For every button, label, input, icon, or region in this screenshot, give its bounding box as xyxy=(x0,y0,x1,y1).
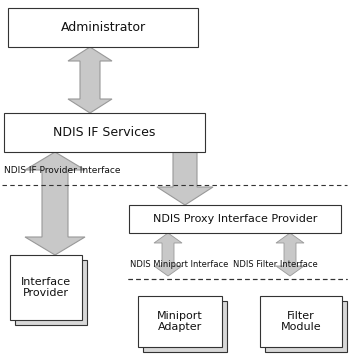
Bar xyxy=(15,260,87,325)
Bar xyxy=(260,296,342,347)
Polygon shape xyxy=(276,233,304,276)
Polygon shape xyxy=(157,152,213,205)
Bar xyxy=(10,255,82,320)
Bar xyxy=(8,8,198,47)
Text: Filter
Module: Filter Module xyxy=(281,311,321,332)
Text: Interface
Provider: Interface Provider xyxy=(21,277,71,298)
Polygon shape xyxy=(154,233,182,276)
Bar xyxy=(129,205,341,233)
Text: NDIS Filter Interface: NDIS Filter Interface xyxy=(233,260,318,269)
Bar xyxy=(265,301,347,352)
Text: NDIS Miniport Interface: NDIS Miniport Interface xyxy=(130,260,228,269)
Bar xyxy=(4,113,205,152)
Text: Miniport
Adapter: Miniport Adapter xyxy=(157,311,203,332)
Polygon shape xyxy=(68,47,112,113)
Polygon shape xyxy=(25,152,85,255)
Text: Administrator: Administrator xyxy=(60,21,146,34)
Text: NDIS IF Provider Interface: NDIS IF Provider Interface xyxy=(4,166,120,175)
Text: NDIS Proxy Interface Provider: NDIS Proxy Interface Provider xyxy=(153,214,317,224)
Bar xyxy=(138,296,222,347)
Text: NDIS IF Services: NDIS IF Services xyxy=(53,126,156,139)
Bar xyxy=(143,301,227,352)
